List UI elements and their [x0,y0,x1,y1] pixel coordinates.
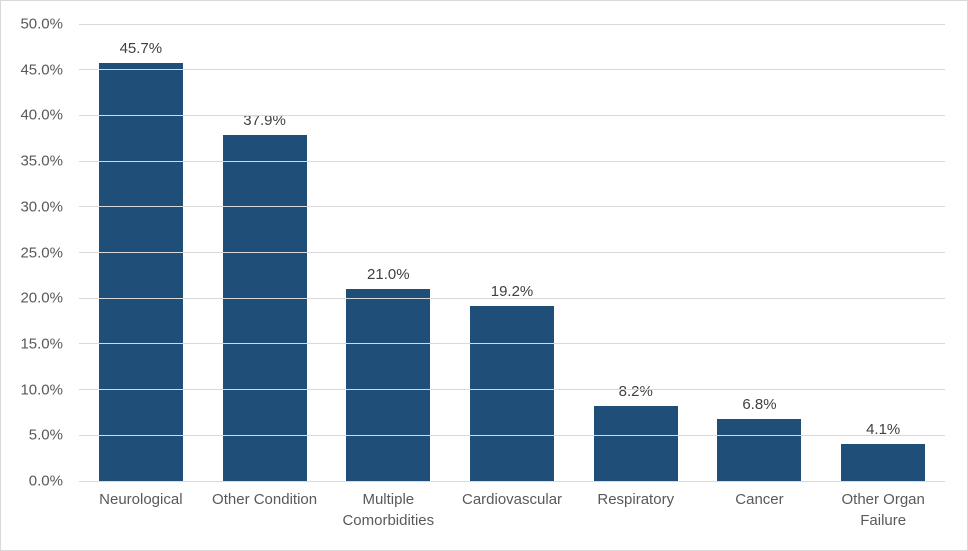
bar-other-organ-failure [841,443,926,481]
y-axis-tick-label: 5.0% [28,426,63,444]
bar-cancer [717,418,802,481]
y-axis-tick-label: 15.0% [20,335,63,353]
gridline [79,297,945,299]
y-axis-tick-label: 10.0% [20,381,63,399]
y-axis: 50.0% 45.0% 40.0% 35.0% 30.0% 25.0% 20.0% 15.0%… [1,16,63,490]
data-label: 19.2% [490,282,534,300]
bar-column: 4.1% [821,24,945,481]
gridline [79,252,945,253]
bar-column: 6.8% [698,24,822,481]
bar-other-condition [222,134,307,481]
bar-respiratory [593,406,678,481]
data-label: 45.7% [119,40,163,58]
y-axis-tick-label: 25.0% [20,244,63,261]
bar-column: 45.7% [79,24,203,481]
gridline [79,69,945,71]
gridline [79,434,945,436]
y-axis-tick-label: 45.0% [20,61,63,79]
bar-column: 19.2% [450,24,574,481]
y-axis-tick-label: 0.0% [28,472,63,490]
x-axis-category-label: Cancer [735,491,784,508]
gridline [79,389,945,391]
y-axis-tick-label: 20.0% [20,289,63,307]
data-label: 4.1% [866,420,901,438]
gridline [79,206,945,208]
gridline [79,160,945,162]
gridline [79,23,945,25]
data-label: 8.2% [618,383,653,401]
y-axis-tick-label: 40.0% [20,106,63,124]
bar-column: 21.0% [326,24,450,481]
x-axis-category-label: Other Organ Failure [841,491,925,529]
bars-row: 45.7% 37.9% 21.0% 19.2% 8.2% 6.8% 4.1% [79,24,945,481]
y-axis-tick-label: 30.0% [20,198,63,216]
bar-multiple-comorbidities [346,289,431,481]
bar-column: 8.2% [574,24,698,481]
bar-cardiovascular [470,305,555,481]
bar-column: 37.9% [203,24,327,481]
x-axis-category-label: Respiratory [597,491,675,508]
x-axis: Neurological Other Condition Multiple Como… [79,489,945,531]
bar-neurological [98,63,183,481]
x-axis-category-label: Cardiovascular [461,491,563,508]
y-axis-tick-label: 50.0% [20,15,63,33]
x-axis-category-label: Other Condition [212,491,318,508]
data-label: 21.0% [367,266,410,284]
gridline [79,114,945,116]
plot-area: 45.7% 37.9% 21.0% 19.2% 8.2% 6.8% 4.1% [79,23,945,482]
x-axis-category-label: Neurological [99,491,183,508]
x-axis-category-label: Multiple Comorbidities [342,491,435,529]
gridline [79,480,945,482]
data-label: 6.8% [742,395,777,413]
y-axis-tick-label: 35.0% [20,152,63,170]
gridline [79,343,945,345]
